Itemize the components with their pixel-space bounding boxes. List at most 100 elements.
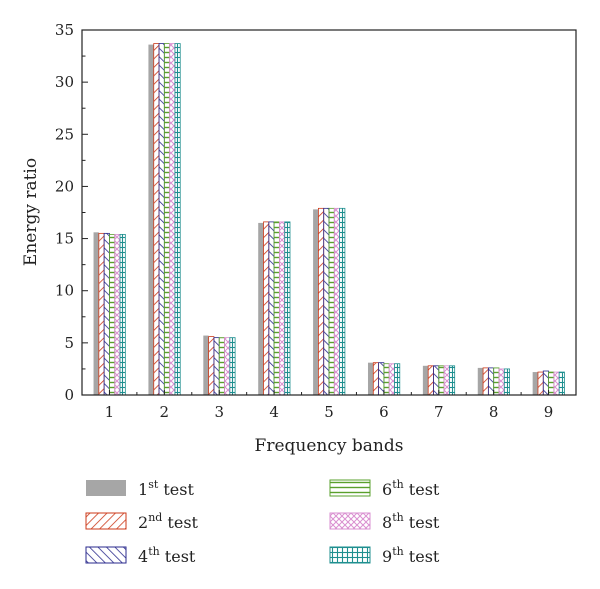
legend-label-number: 4 <box>138 547 148 566</box>
y-axis-label: Energy ratio <box>21 158 41 266</box>
bar-series-6-band-1 <box>119 233 126 396</box>
bar-series-5-band-4 <box>279 221 286 396</box>
bar-series-3-band-5 <box>323 207 330 396</box>
x-tick-label: 4 <box>269 403 279 421</box>
bar-series-3-band-7 <box>433 365 440 396</box>
bar-series-2-band-5 <box>317 207 325 396</box>
bar-series-3-band-1 <box>103 232 110 396</box>
bar-series-6-band-4 <box>284 221 291 396</box>
bar-series-1-band-5 <box>313 209 319 395</box>
y-tick-label: 5 <box>64 334 74 352</box>
bar-series-2-band-9 <box>537 371 544 396</box>
bar-series-1-band-9 <box>532 372 538 395</box>
bar-series-2-band-1 <box>98 232 105 396</box>
bar-series-6-band-5 <box>339 207 346 396</box>
legend-label-number: 6 <box>382 480 392 499</box>
legend-label-suffix: th <box>148 545 160 558</box>
bar-series-3-band-9 <box>542 370 549 396</box>
bar-series-6-band-3 <box>229 337 236 396</box>
bar-series-4-band-8 <box>493 367 500 396</box>
legend-swatch-series-4 <box>329 479 371 497</box>
bar-series-4-band-9 <box>548 371 555 396</box>
x-tick-label: 5 <box>324 403 334 421</box>
legend-label-suffix: nd <box>148 511 162 524</box>
legend-label-number: 9 <box>382 547 392 566</box>
bar-series-3-band-3 <box>213 337 220 396</box>
bar-series-5-band-3 <box>224 337 231 396</box>
bar-series-6-band-7 <box>448 365 456 396</box>
legend-label-word: test <box>160 547 196 566</box>
bar-series-3-band-2 <box>158 43 165 396</box>
bar-series-4-band-1 <box>109 233 116 396</box>
bar-series-1-band-8 <box>477 367 484 395</box>
bar-series-5-band-9 <box>553 371 560 396</box>
bar-series-4-band-2 <box>163 43 171 396</box>
legend-label-suffix: st <box>148 478 159 491</box>
legend-swatch-series-3 <box>85 546 127 564</box>
bar-series-2-band-4 <box>263 221 270 396</box>
bar-series-3-band-6 <box>378 362 385 396</box>
legend-swatch-series-2 <box>85 512 127 530</box>
y-tick-label: 0 <box>64 386 74 404</box>
legend-label-series-5: 8th test <box>382 511 440 532</box>
bar-series-3-band-4 <box>268 221 275 396</box>
bar-series-4-band-5 <box>328 207 335 396</box>
bar-series-2-band-3 <box>208 336 215 396</box>
x-tick-label: 6 <box>379 403 389 421</box>
bar-series-1-band-7 <box>422 365 429 395</box>
legend-label-number: 1 <box>138 480 148 499</box>
bar-series-5-band-7 <box>443 365 450 396</box>
bar-series-4-band-3 <box>218 337 225 396</box>
x-axis-label: Frequency bands <box>255 436 404 456</box>
legend-swatch-series-6 <box>329 546 371 564</box>
bar-series-4-band-6 <box>383 363 390 396</box>
y-tick-label: 20 <box>55 177 74 195</box>
bar-series-5-band-6 <box>388 363 395 396</box>
bar-series-5-band-2 <box>169 43 176 396</box>
bar-series-1-band-4 <box>258 222 264 395</box>
legend-label-word: test <box>404 513 440 532</box>
y-tick-label: 35 <box>55 21 74 39</box>
x-tick-label: 8 <box>489 403 499 421</box>
bar-series-1-band-3 <box>203 335 209 395</box>
y-axis: 0 5 10 15 20 25 30 35 <box>55 21 88 404</box>
bar-series-1-band-1 <box>93 232 99 395</box>
bar-series-1-band-2 <box>148 44 154 395</box>
bar-series-5-band-8 <box>498 368 505 396</box>
legend-swatch-series-1 <box>86 480 126 496</box>
x-tick-label: 3 <box>214 403 224 421</box>
y-tick-label: 10 <box>55 282 74 300</box>
legend-swatch-series-5 <box>329 512 371 530</box>
legend-label-number: 2 <box>138 513 148 532</box>
bar-series-5-band-5 <box>333 207 340 396</box>
bar-series-6-band-2 <box>174 43 181 396</box>
legend-label-suffix: th <box>392 511 404 524</box>
bar-series-2-band-7 <box>427 365 434 396</box>
legend-label-series-3: 4th test <box>138 545 196 566</box>
bar-series-5-band-1 <box>114 233 121 396</box>
x-tick-label: 1 <box>105 403 115 421</box>
x-tick-label: 7 <box>434 403 444 421</box>
x-tick-label: 9 <box>544 403 554 421</box>
bar-series-3-band-8 <box>487 367 495 396</box>
y-tick-label: 30 <box>55 73 74 91</box>
bar-series-4-band-7 <box>438 365 445 396</box>
bar-series-6-band-9 <box>558 371 565 396</box>
legend-label-word: test <box>404 547 440 566</box>
legend-label-word: test <box>162 513 198 532</box>
bar-series-2-band-2 <box>153 43 160 396</box>
bars-group <box>93 43 565 396</box>
bar-series-1-band-6 <box>367 362 374 395</box>
legend-label-suffix: th <box>392 545 404 558</box>
legend-label-word: test <box>158 480 194 499</box>
bar-series-6-band-8 <box>503 368 510 396</box>
x-axis: 1 2 3 4 5 6 7 8 9 <box>81 390 577 421</box>
legend-label-word: test <box>404 480 440 499</box>
legend-label-series-4: 6th test <box>382 478 440 499</box>
legend-label-series-1: 1st test <box>138 478 194 499</box>
bar-series-6-band-6 <box>394 363 401 396</box>
y-tick-label: 25 <box>55 125 74 143</box>
legend-label-series-2: 2nd test <box>138 511 199 532</box>
